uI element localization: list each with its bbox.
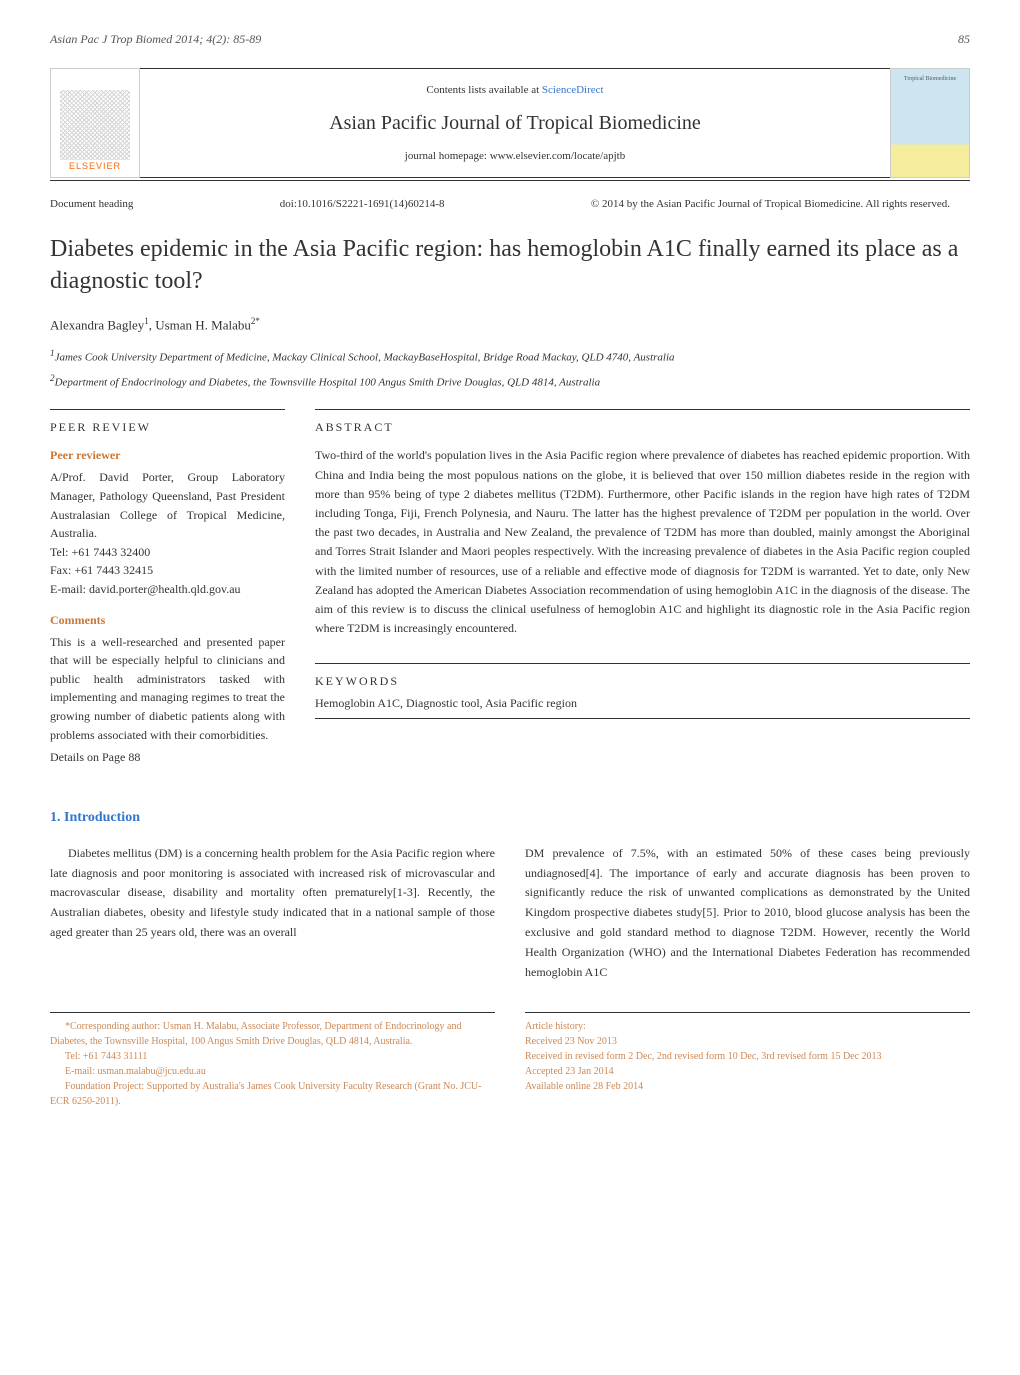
peer-review-heading: PEER REVIEW — [50, 409, 285, 436]
introduction-heading: 1. Introduction — [50, 807, 970, 828]
comments-label: Comments — [50, 611, 285, 629]
intro-para-right: DM prevalence of 7.5%, with an estimated… — [525, 844, 970, 983]
journal-citation: Asian Pac J Trop Biomed 2014; 4(2): 85-8… — [50, 30, 261, 48]
reviewer-tel: Tel: +61 7443 32400 — [50, 543, 285, 562]
journal-cover-thumbnail: Tropical Biomedicine — [890, 68, 970, 178]
peer-reviewer-label: Peer reviewer — [50, 446, 285, 464]
banner-center: Contents lists available at ScienceDirec… — [140, 68, 890, 178]
doi: doi:10.1016/S2221-1691(14)60214-8 — [280, 196, 445, 213]
article-history-label: Article history: — [525, 1019, 970, 1034]
accepted-date: Accepted 23 Jan 2014 — [525, 1064, 970, 1079]
body-column-right: DM prevalence of 7.5%, with an estimated… — [525, 844, 970, 983]
journal-banner: ELSEVIER Contents lists available at Sci… — [50, 68, 970, 181]
reviewer-email: E-mail: david.porter@health.qld.gov.au — [50, 580, 285, 599]
keywords-box: KEYWORDS Hemoglobin A1C, Diagnostic tool… — [315, 663, 970, 719]
abstract-column: ABSTRACT Two-third of the world's popula… — [315, 409, 970, 766]
authors: Alexandra Bagley1, Usman H. Malabu2* — [50, 315, 970, 335]
affiliation-2: 2Department of Endocrinology and Diabete… — [50, 372, 970, 391]
page-number: 85 — [958, 30, 970, 48]
received-date: Received 23 Nov 2013 — [525, 1034, 970, 1049]
cover-caption: Tropical Biomedicine — [904, 75, 956, 84]
intro-para-left: Diabetes mellitus (DM) is a concerning h… — [50, 844, 495, 943]
footnote-email: E-mail: usman.malabu@jcu.edu.au — [50, 1064, 495, 1079]
elsevier-tree-icon — [60, 90, 130, 160]
abstract-text: Two-third of the world's population live… — [315, 446, 970, 638]
peer-reviewer-text: A/Prof. David Porter, Group Laboratory M… — [50, 468, 285, 542]
copyright: © 2014 by the Asian Pacific Journal of T… — [591, 196, 950, 213]
keywords-text: Hemoglobin A1C, Diagnostic tool, Asia Pa… — [315, 694, 970, 712]
journal-homepage: journal homepage: www.elsevier.com/locat… — [405, 148, 625, 165]
foundation-project: Foundation Project: Supported by Austral… — [50, 1079, 495, 1109]
body-columns: Diabetes mellitus (DM) is a concerning h… — [50, 844, 970, 983]
footnote-left: *Corresponding author: Usman H. Malabu, … — [50, 1012, 495, 1109]
sciencedirect-link[interactable]: ScienceDirect — [542, 84, 604, 96]
abstract-heading: ABSTRACT — [315, 409, 970, 436]
online-date: Available online 28 Feb 2014 — [525, 1079, 970, 1094]
document-meta-line: Document heading doi:10.1016/S2221-1691(… — [50, 196, 970, 213]
publisher-name: ELSEVIER — [69, 160, 121, 174]
article-title: Diabetes epidemic in the Asia Pacific re… — [50, 233, 970, 298]
author-1: Alexandra Bagley — [50, 318, 144, 333]
journal-name: Asian Pacific Journal of Tropical Biomed… — [329, 108, 701, 138]
corresponding-author: *Corresponding author: Usman H. Malabu, … — [50, 1019, 495, 1049]
publisher-logo: ELSEVIER — [50, 68, 140, 178]
reviewer-fax: Fax: +61 7443 32415 — [50, 561, 285, 580]
details-ref: Details on Page 88 — [50, 748, 285, 767]
running-header: Asian Pac J Trop Biomed 2014; 4(2): 85-8… — [50, 30, 970, 48]
comments-text: This is a well-researched and presented … — [50, 633, 285, 745]
doc-heading-label: Document heading — [50, 196, 133, 213]
author-2: Usman H. Malabu — [155, 318, 251, 333]
keywords-underline — [315, 718, 970, 719]
footnote-tel: Tel: +61 7443 31111 — [50, 1049, 495, 1064]
review-abstract-row: PEER REVIEW Peer reviewer A/Prof. David … — [50, 409, 970, 766]
body-column-left: Diabetes mellitus (DM) is a concerning h… — [50, 844, 495, 983]
keywords-label: KEYWORDS — [315, 672, 970, 690]
peer-review-column: PEER REVIEW Peer reviewer A/Prof. David … — [50, 409, 285, 766]
revised-dates: Received in revised form 2 Dec, 2nd revi… — [525, 1049, 970, 1064]
contents-line: Contents lists available at ScienceDirec… — [426, 82, 603, 99]
footnote-right: Article history: Received 23 Nov 2013 Re… — [525, 1012, 970, 1109]
footnotes-row: *Corresponding author: Usman H. Malabu, … — [50, 1012, 970, 1109]
affiliation-1: 1James Cook University Department of Med… — [50, 347, 970, 366]
